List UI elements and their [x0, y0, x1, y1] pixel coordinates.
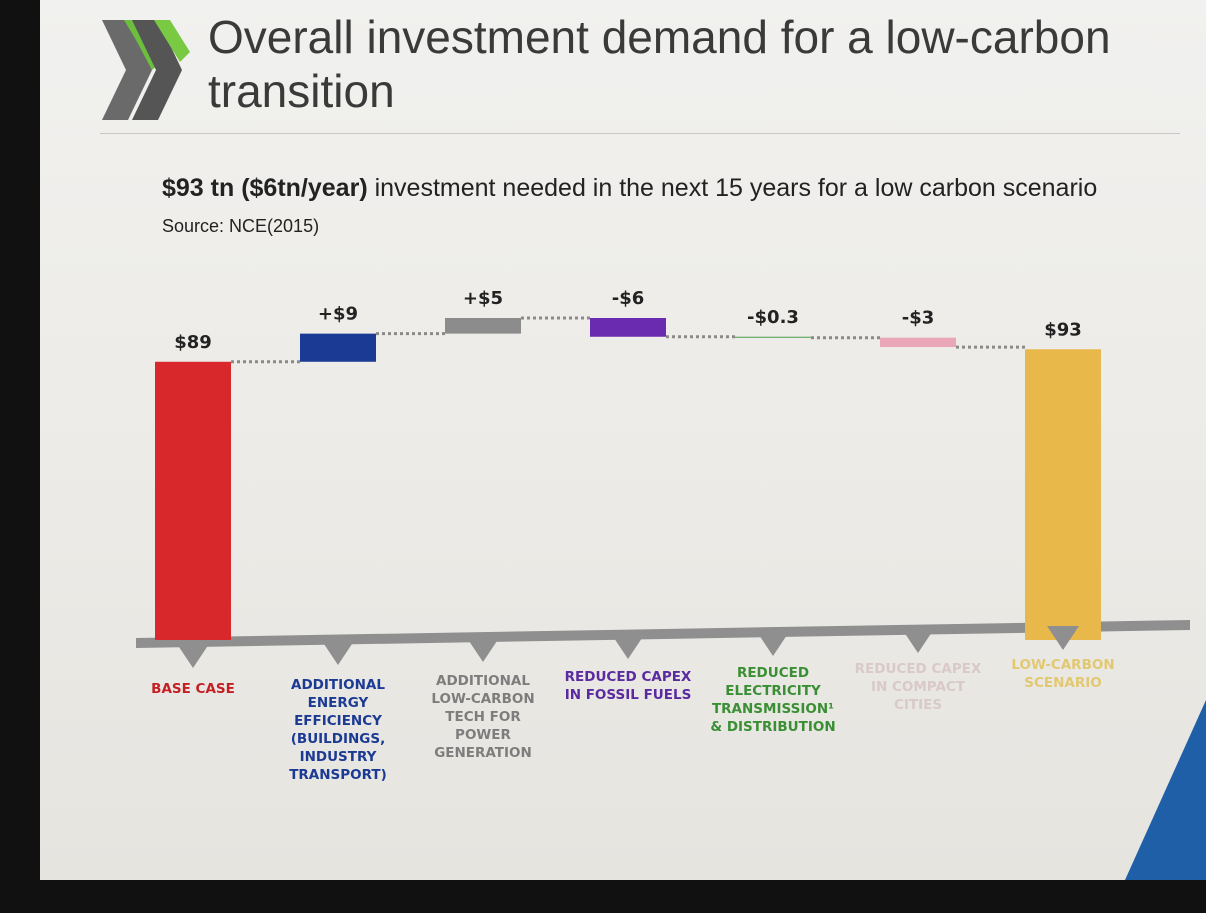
value-label: +$5: [463, 288, 503, 309]
bar: [300, 333, 376, 362]
pointer: [612, 635, 644, 659]
pointer: [902, 629, 934, 653]
chart: $89 +$9 +$5 -$6 -$0.3 -$3 $93: [102, 20, 1206, 880]
x-tick-label: REDUCED CAPEX IN FOSSIL FUELS: [564, 669, 692, 703]
bar: [590, 318, 666, 337]
bar: [1025, 349, 1101, 640]
x-tick-label: BASE CASE: [151, 681, 235, 697]
pointer: [757, 632, 789, 656]
bar: [155, 361, 231, 640]
pointer: [322, 641, 354, 665]
bar: [445, 318, 521, 334]
value-label: $93: [1044, 319, 1082, 340]
title: Overall investment demand for a low-carb…: [208, 11, 1111, 117]
pointer: [467, 638, 499, 662]
x-tick-label: ADDITIONAL ENERGY EFFICIENCY (BUILDINGS,…: [289, 677, 387, 783]
subtitle-text: investment needed in the next 15 years f…: [374, 174, 1098, 202]
pointer: [177, 644, 209, 668]
value-label: -$3: [902, 308, 935, 329]
baseline-band: [136, 620, 1190, 648]
logo-green: [154, 20, 190, 62]
value-label: +$9: [318, 304, 358, 325]
x-tick-label: REDUCED ELECTRICITY TRANSMISSION¹ & DIST…: [710, 665, 836, 735]
bar: [880, 337, 956, 348]
bar: [735, 336, 811, 338]
x-tick-label: LOW-CARBON SCENARIO: [1011, 657, 1115, 691]
value-label: -$0.3: [747, 307, 799, 328]
subtitle: $93 tn ($6tn/year) investment needed in …: [162, 170, 1122, 244]
value-label: $89: [174, 332, 212, 353]
pointer: [1047, 626, 1079, 650]
x-tick-label: REDUCED CAPEX IN COMPACT CITIES: [854, 661, 982, 713]
corner-decoration: [1125, 700, 1206, 880]
divider: [100, 133, 1180, 134]
source: Source: NCE(2015): [162, 216, 320, 236]
value-label: -$6: [612, 288, 645, 309]
x-tick-label: ADDITIONAL LOW-CARBON TECH FOR POWER GEN…: [431, 673, 535, 761]
subtitle-bold: $93 tn ($6tn/year): [162, 174, 368, 202]
slide: $89 +$9 +$5 -$6 -$0.3 -$3 $93 Overall investme…: [40, 0, 1206, 880]
